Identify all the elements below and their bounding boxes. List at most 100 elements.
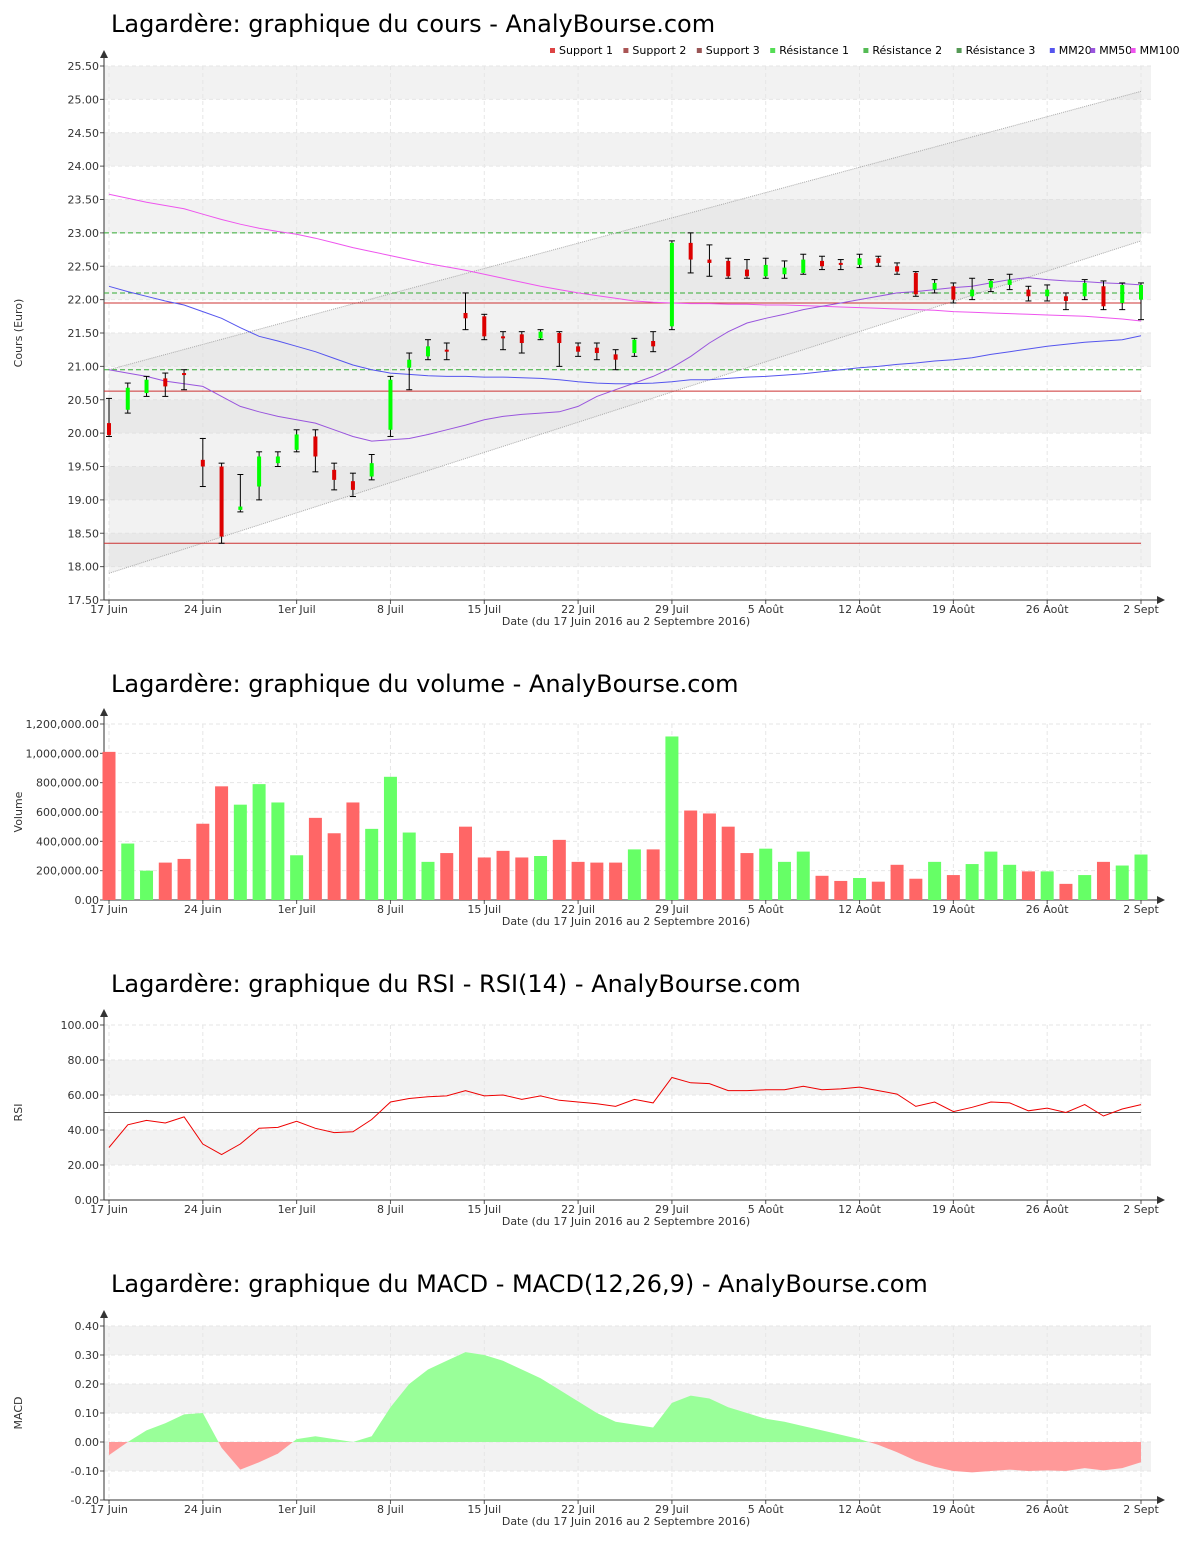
candle — [856, 253, 863, 269]
rsi-chart-title: Lagardère: graphique du RSI - RSI(14) - … — [111, 970, 801, 998]
legend-item: Résistance 1 — [770, 44, 849, 57]
legend-swatch — [1090, 48, 1096, 53]
candle — [725, 257, 732, 279]
y-tick-label: 22.00 — [68, 294, 100, 307]
candle — [556, 331, 563, 367]
candle-body — [144, 379, 149, 394]
candle — [668, 240, 675, 331]
y-tick-label: 24.50 — [68, 127, 100, 140]
y-tick-label: 60.00 — [68, 1089, 100, 1102]
volume-bar — [534, 856, 548, 900]
x-tick-label: 22 Juil — [561, 1203, 595, 1216]
x-tick-label: 17 Juin — [90, 603, 128, 616]
y-tick-label: 600,000.00 — [36, 806, 99, 819]
x-tick-label: 1er Juil — [278, 1203, 316, 1216]
volume-bar — [215, 786, 229, 900]
x-tick-label: 17 Juin — [90, 903, 128, 916]
volume-bar — [515, 857, 529, 900]
legend-item: Support 3 — [696, 44, 760, 57]
rsi-line — [108, 1076, 1142, 1156]
grid-band — [104, 1130, 1151, 1165]
y-tick-label: 25.00 — [68, 93, 100, 106]
candle — [1138, 282, 1144, 321]
volume-bar — [627, 849, 641, 900]
y-tick-label: 24.00 — [68, 160, 100, 173]
x-tick-label: 12 Août — [838, 603, 882, 616]
legend-swatch — [770, 48, 776, 53]
candle-body — [1063, 296, 1068, 301]
candle-body — [988, 280, 993, 288]
legend-swatch — [956, 48, 962, 53]
x-tick-label: 22 Juil — [561, 603, 595, 616]
candle — [894, 262, 901, 275]
x-tick-label: 2 Sept — [1123, 603, 1159, 616]
volume-bar — [102, 751, 116, 900]
candle — [1044, 284, 1051, 302]
volume-bar — [308, 817, 322, 900]
y-tick-label: 40.00 — [68, 1124, 100, 1137]
x-axis-arrow — [1157, 896, 1165, 904]
y-tick-label: 23.50 — [68, 194, 100, 207]
x-tick-label: 26 Août — [1026, 1203, 1070, 1216]
y-tick-label: 0.20 — [75, 1378, 100, 1391]
candle — [781, 260, 788, 279]
x-axis-arrow — [1157, 1496, 1165, 1504]
candle — [1081, 279, 1088, 301]
volume-chart: 0.00 200,000.00 400,000.00 600,000.00 800,00… — [12, 708, 1165, 928]
x-axis-title: Date (du 17 Juin 2016 au 2 Septembre 201… — [502, 1215, 750, 1228]
price-panel: Lagardère: graphique du cours - AnalyBou… — [0, 0, 1200, 640]
candle — [987, 279, 994, 293]
x-tick-label: 24 Juin — [184, 603, 222, 616]
volume-bar — [1078, 875, 1092, 900]
candle — [406, 352, 413, 391]
volume-bar — [421, 861, 435, 900]
legend-label: Support 2 — [632, 44, 686, 57]
candle-body — [369, 463, 374, 477]
grid-band — [104, 1060, 1151, 1095]
y-tick-label: 22.50 — [68, 260, 100, 273]
candle-body — [576, 346, 581, 352]
macd-negative-area — [868, 1442, 1141, 1473]
x-tick-label: 12 Août — [838, 1503, 882, 1516]
candle — [1025, 285, 1032, 302]
volume-bar — [665, 736, 679, 900]
candle — [443, 342, 450, 361]
candle — [181, 369, 188, 391]
candle-body — [557, 333, 562, 344]
candle-body — [482, 316, 487, 337]
candle-body — [407, 359, 412, 368]
legend-item: MM20 — [1049, 44, 1092, 57]
y-tick-label: 17.50 — [68, 594, 100, 607]
legend-swatch — [696, 48, 702, 53]
volume-bar — [609, 862, 623, 900]
candle-body — [763, 264, 768, 277]
candle — [931, 279, 938, 294]
y-axis-title: Volume — [12, 791, 25, 832]
x-tick-label: 24 Juin — [184, 1203, 222, 1216]
candle — [743, 259, 750, 279]
channel-lower-line — [108, 240, 1142, 574]
candle-body — [1082, 282, 1087, 297]
candle — [612, 349, 619, 371]
candle — [106, 397, 112, 437]
candle-body — [688, 242, 693, 260]
y-tick-label: 20.00 — [68, 1159, 100, 1172]
legend-item: MM100 — [1130, 44, 1180, 57]
candle — [800, 253, 807, 275]
x-tick-label: 1er Juil — [278, 603, 316, 616]
legend-item: MM50 — [1090, 44, 1132, 57]
candle-body — [107, 423, 111, 436]
legend-label: MM100 — [1140, 44, 1180, 57]
x-axis-arrow — [1157, 1196, 1165, 1204]
candle-body — [726, 260, 731, 277]
candle — [462, 292, 469, 331]
y-tick-label: 19.00 — [68, 494, 100, 507]
legend-item: Support 1 — [550, 44, 613, 57]
candle-body — [332, 469, 337, 480]
candle — [199, 437, 206, 488]
volume-bar — [158, 862, 172, 900]
y-tick-label: 0.00 — [75, 1194, 100, 1207]
volume-bar — [777, 861, 791, 900]
volume-bar — [121, 843, 135, 900]
grid-band — [104, 1384, 1151, 1413]
